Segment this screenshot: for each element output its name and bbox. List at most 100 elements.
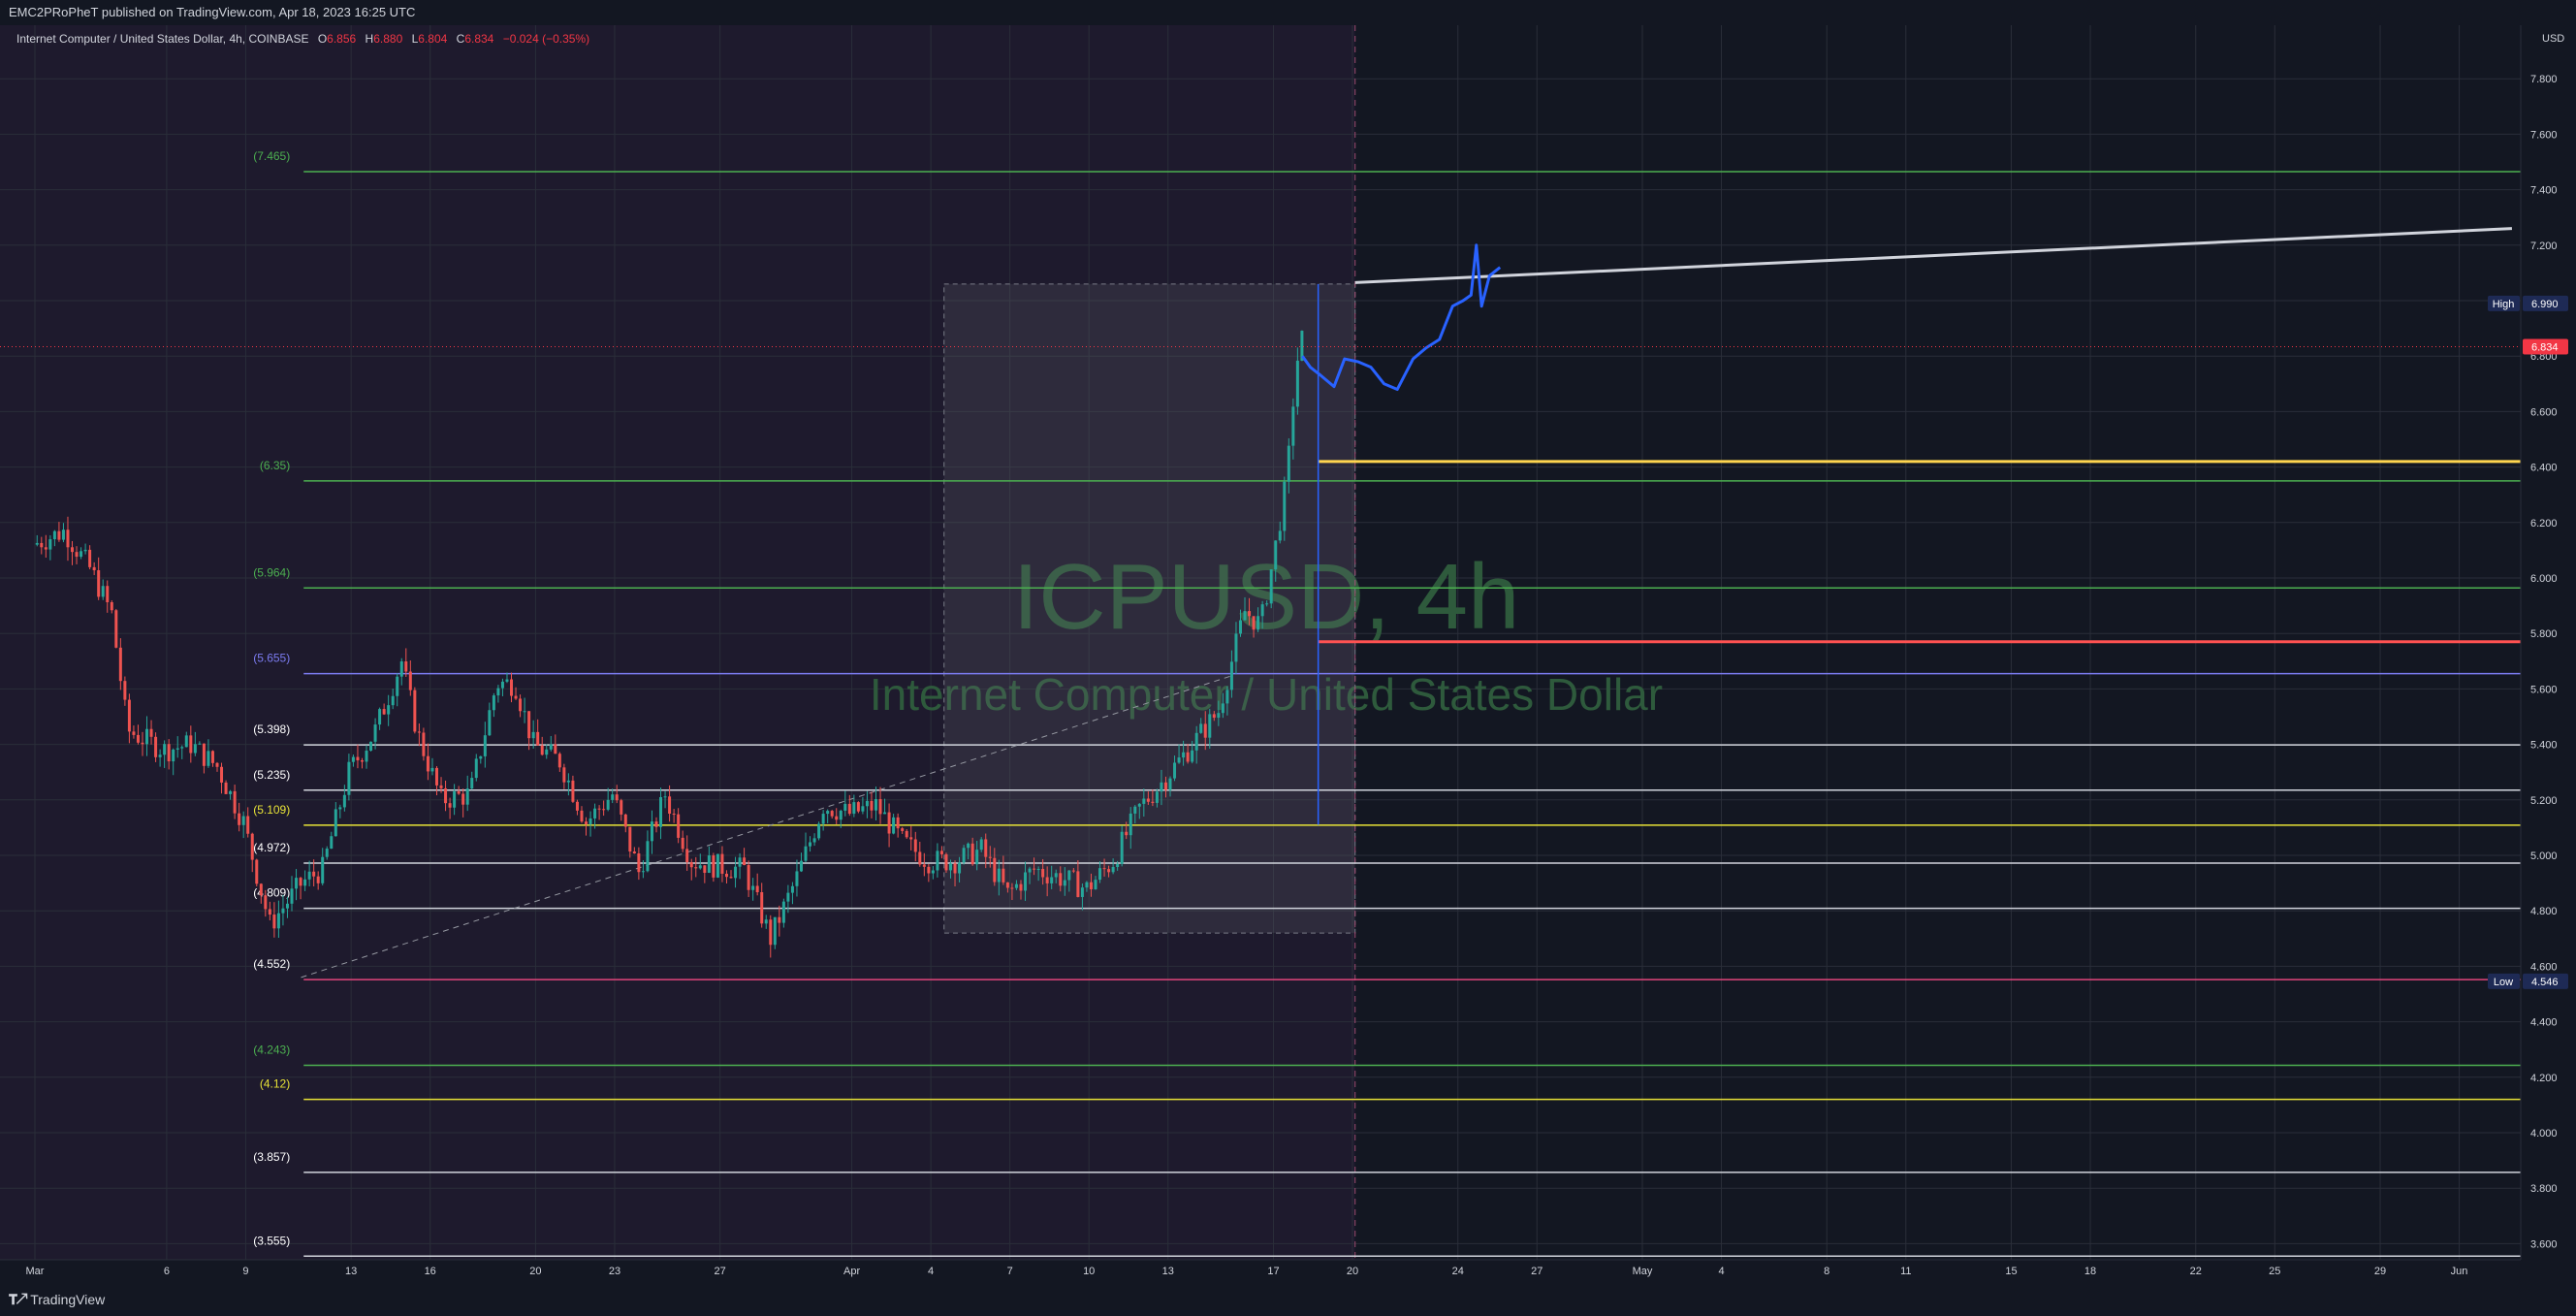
candle-body (224, 782, 228, 794)
candle-body (233, 790, 237, 814)
high-label: H (365, 32, 374, 46)
candle-body (861, 806, 865, 812)
close-value: 6.834 (464, 32, 494, 46)
candle-body (408, 671, 412, 690)
candle-body (988, 856, 992, 858)
resistance-trendline (1354, 227, 2512, 284)
candle-body (189, 735, 193, 754)
candle-body (835, 816, 839, 820)
time-axis-tick: 4 (928, 1266, 934, 1277)
time-axis-tick: 11 (1900, 1266, 1911, 1277)
candle-body (984, 839, 988, 857)
time-axis-tick: 9 (242, 1266, 248, 1277)
time-axis-tick: 27 (715, 1266, 726, 1277)
candle-body (312, 871, 316, 877)
open-label: O (317, 32, 328, 46)
candle-body (496, 688, 500, 696)
price-projection-path (1301, 243, 1502, 392)
price-axis-tick: 4.600 (2530, 961, 2558, 973)
candle-body (852, 802, 856, 815)
candle-body (883, 812, 887, 815)
price-axis-tick: 3.600 (2530, 1238, 2558, 1250)
candle-body (729, 877, 733, 879)
candle-body (145, 728, 149, 745)
candle-body (220, 766, 224, 783)
candle-body (1291, 406, 1295, 446)
fib-level-label: (4.809) (253, 886, 290, 900)
candle-body (290, 888, 294, 904)
candle-body (918, 851, 922, 865)
candle-body (71, 547, 75, 553)
candle-body (566, 780, 570, 783)
fib-level-label: (5.398) (253, 722, 290, 736)
candle-body (677, 814, 681, 838)
price-axis-tick: 7.400 (2530, 185, 2558, 197)
candle-body (369, 741, 373, 752)
candle-body (180, 747, 184, 749)
candle-body (118, 647, 122, 682)
candle-body (689, 862, 693, 868)
price-axis-tick: 4.400 (2530, 1017, 2558, 1029)
price-axis-tick: 6.200 (2530, 518, 2558, 530)
candle-body (461, 793, 465, 805)
candle-body (1116, 863, 1120, 867)
candle-body (620, 800, 623, 815)
candle-body (399, 661, 403, 677)
candle-body (615, 794, 619, 801)
candle-body (430, 767, 434, 772)
tradingview-logo-text: TradingView (30, 1292, 106, 1307)
candle-body (901, 828, 905, 831)
candle-body (632, 851, 636, 854)
price-axis-tick: 5.800 (2530, 628, 2558, 640)
candle-body (1248, 611, 1252, 617)
candle-body (760, 892, 764, 924)
footer-bar (0, 1287, 2576, 1316)
tradingview-logo[interactable]: 𝐓↗ TradingView (9, 1292, 105, 1308)
candle-body (602, 809, 606, 811)
candle-body (830, 811, 834, 817)
candle-body (510, 679, 514, 696)
candle-body (1151, 801, 1155, 803)
low-label: L (411, 32, 419, 46)
candle-body (444, 787, 448, 804)
candle-body (962, 848, 966, 863)
candle-body (751, 885, 755, 890)
candle-body (817, 823, 821, 839)
candle-body (238, 813, 241, 825)
candle-body (967, 843, 970, 849)
publish-info: EMC2PRoPheT published on TradingView.com… (9, 5, 416, 19)
candle-body (593, 808, 597, 818)
time-axis-background[interactable] (0, 1260, 2521, 1287)
watermark-subtitle: Internet Computer / United States Dollar (870, 669, 1663, 720)
candle-body (281, 908, 285, 914)
candle-body (404, 661, 408, 672)
selection-box (943, 283, 1356, 934)
candle-body (909, 837, 913, 840)
symbol-legend: Internet Computer / United States Dollar… (16, 32, 589, 46)
candle-body (698, 865, 702, 869)
price-label-tag-background (2488, 295, 2520, 311)
price-axis-tick: 5.600 (2530, 684, 2558, 695)
fib-level-label: (3.555) (253, 1234, 290, 1247)
time-axis-tick: 18 (2084, 1266, 2096, 1277)
candle-body (993, 857, 997, 883)
candle-body (264, 895, 268, 910)
candle-body (1274, 540, 1278, 570)
candle-body (307, 871, 311, 880)
candle-body (334, 809, 337, 837)
candle-body (799, 860, 803, 872)
candle-body (1217, 713, 1221, 719)
price-axis-background[interactable] (2521, 25, 2576, 1260)
time-axis-tick: May (1633, 1266, 1653, 1277)
candle-body (321, 856, 325, 883)
candle-body (1168, 778, 1172, 790)
candle-body (57, 530, 61, 540)
candle-body (1019, 883, 1023, 891)
candle-body (1041, 869, 1045, 878)
candle-body (474, 758, 478, 779)
candle-body (720, 853, 724, 874)
candle-body (527, 711, 531, 739)
candle-body (1155, 791, 1159, 803)
candle-body (356, 756, 360, 761)
